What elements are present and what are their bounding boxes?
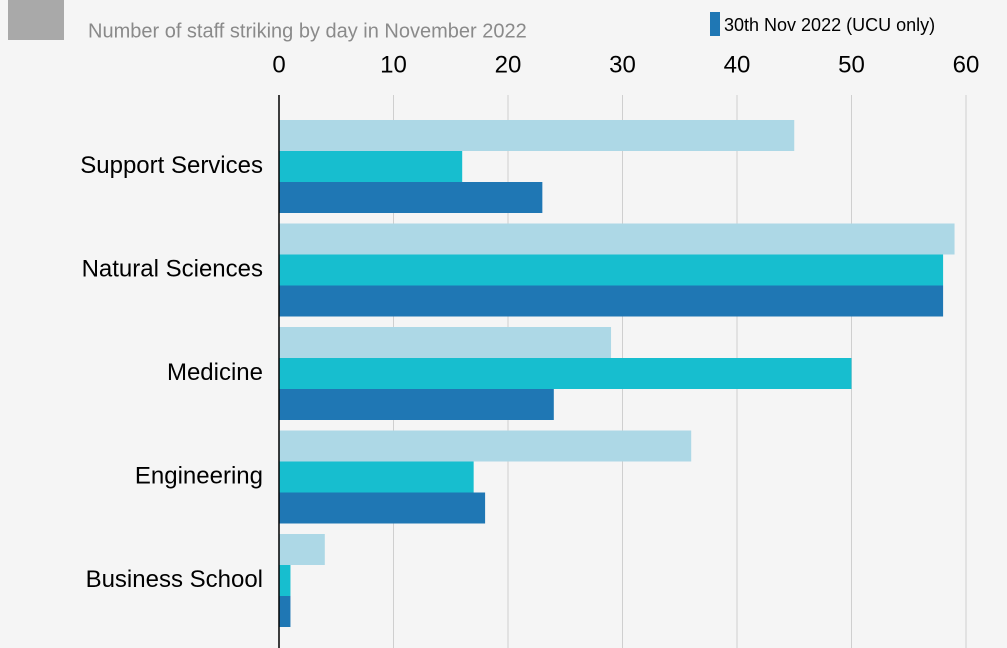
y-tick-label: Engineering (135, 462, 263, 489)
x-tick-label: 50 (838, 51, 865, 78)
y-tick-label: Natural Sciences (82, 255, 263, 282)
bar (279, 389, 554, 420)
bar (279, 120, 795, 151)
legend-label: 30th Nov 2022 (UCU only) (724, 15, 935, 35)
bar (279, 358, 852, 389)
bar (279, 492, 486, 524)
bar (279, 182, 543, 213)
legend-swatch (710, 12, 720, 36)
y-tick-label: Support Services (80, 152, 263, 179)
bar (279, 461, 474, 493)
x-tick-label: 0 (272, 51, 285, 78)
x-tick-label: 40 (724, 51, 751, 78)
bar (279, 285, 944, 317)
x-tick-label: 10 (380, 51, 407, 78)
bar (279, 565, 291, 596)
logo (8, 0, 64, 40)
bar (279, 327, 612, 358)
bar (279, 430, 692, 462)
x-tick-label: 60 (953, 51, 980, 78)
bar (279, 223, 955, 255)
chart-subtitle: Number of staff striking by day in Novem… (88, 20, 527, 42)
bar (279, 534, 325, 565)
y-tick-label: Medicine (167, 359, 263, 386)
x-tick-label: 20 (495, 51, 522, 78)
bar (279, 254, 944, 286)
bar (279, 596, 291, 627)
y-tick-label: Business School (86, 566, 263, 593)
bar (279, 151, 463, 182)
x-tick-label: 30 (609, 51, 636, 78)
